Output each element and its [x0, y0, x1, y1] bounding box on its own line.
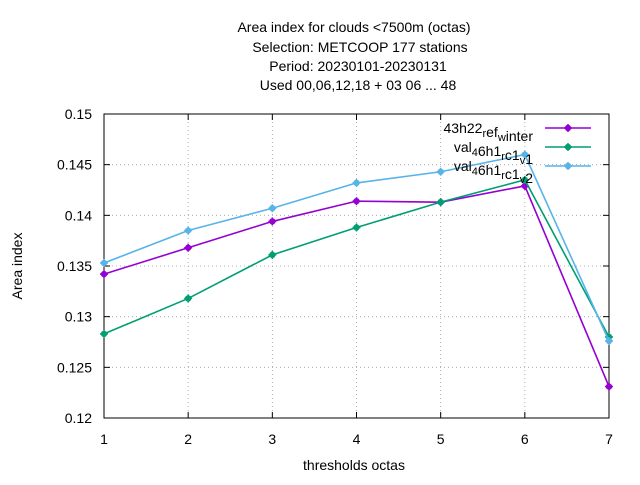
- title-line-3: Period: 20230101-20230131: [269, 58, 447, 74]
- data-point: [268, 250, 277, 259]
- x-tick-label: 5: [437, 431, 445, 447]
- y-axis-title: Area index: [9, 233, 25, 300]
- title-line-4: Used 00,06,12,18 + 03 06 ... 48: [260, 77, 457, 93]
- data-point: [184, 226, 193, 235]
- data-point: [605, 336, 613, 345]
- data-point: [352, 197, 361, 206]
- legend-label: val46h1rc1v1: [454, 139, 533, 167]
- x-tick-label: 7: [605, 431, 613, 447]
- series-lines: [100, 150, 613, 391]
- legend-entry-1: 43h22refwinter: [444, 120, 591, 144]
- series-3: [100, 150, 613, 345]
- y-tick-label: 0.12: [65, 410, 92, 426]
- data-point: [520, 175, 529, 184]
- x-tick-label: 4: [353, 431, 361, 447]
- data-point: [436, 198, 445, 207]
- x-axis-title: thresholds octas: [303, 457, 405, 473]
- data-point: [605, 382, 613, 391]
- x-tick-label: 2: [184, 431, 192, 447]
- y-axis-ticks: 0.12 0.125 0.13 0.135 0.14 0.145 0.15: [57, 106, 609, 426]
- y-tick-label: 0.15: [65, 106, 92, 122]
- legend-entry-3: val46h1rc1v2: [454, 158, 591, 186]
- grid: [104, 114, 609, 418]
- title-line-2: Selection: METCOOP 177 stations: [252, 39, 467, 55]
- title-line-1: Area index for clouds <7500m (octas): [237, 19, 470, 35]
- y-tick-label: 0.13: [65, 309, 92, 325]
- y-tick-label: 0.135: [57, 258, 92, 274]
- legend-marker: [564, 124, 572, 132]
- chart-title: Area index for clouds <7500m (octas) Sel…: [237, 19, 470, 93]
- series-2: [100, 175, 613, 341]
- data-point: [352, 223, 361, 232]
- x-tick-label: 6: [521, 431, 529, 447]
- data-point: [436, 167, 445, 176]
- legend-label: 43h22refwinter: [444, 120, 534, 144]
- x-tick-label: 3: [268, 431, 276, 447]
- data-point: [268, 217, 277, 226]
- legend-marker: [564, 143, 572, 151]
- data-point: [184, 243, 193, 252]
- data-point: [352, 178, 361, 187]
- data-point: [100, 329, 108, 338]
- legend-marker: [564, 162, 572, 170]
- data-point: [520, 150, 529, 159]
- x-tick-label: 1: [100, 431, 108, 447]
- y-tick-label: 0.14: [65, 207, 92, 223]
- data-point: [268, 204, 277, 213]
- x-axis-ticks: 1 2 3 4 5 6 7: [100, 114, 613, 447]
- y-tick-label: 0.125: [57, 359, 92, 375]
- legend-entry-2: val46h1rc1v1: [454, 139, 591, 167]
- series-1: [100, 181, 613, 391]
- legend-label: val46h1rc1v2: [454, 158, 533, 186]
- data-point: [100, 258, 108, 267]
- data-point: [184, 294, 193, 303]
- data-point: [100, 270, 108, 279]
- y-tick-label: 0.145: [57, 157, 92, 173]
